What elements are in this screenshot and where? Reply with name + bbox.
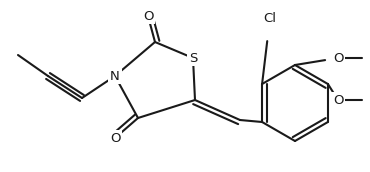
Text: N: N [110,69,120,83]
Text: O: O [110,132,120,144]
Text: O: O [333,94,343,106]
Text: Cl: Cl [263,12,276,24]
Text: O: O [333,51,343,64]
Text: S: S [189,51,197,64]
Text: O: O [143,9,153,23]
